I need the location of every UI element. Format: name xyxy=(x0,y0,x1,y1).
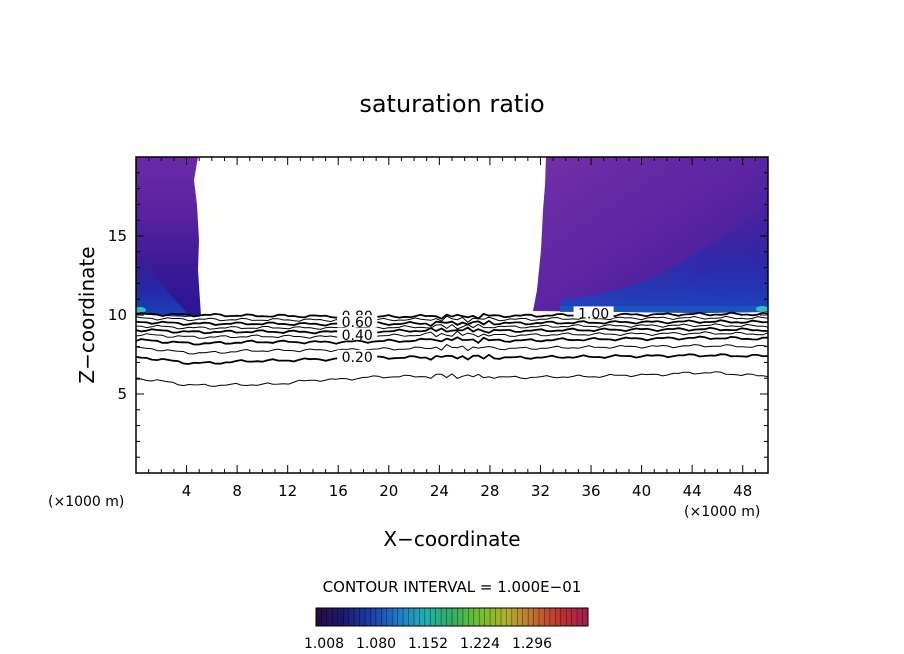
x-tick-label: 28 xyxy=(480,482,499,500)
contour-line xyxy=(136,315,768,323)
x-tick-label: 40 xyxy=(632,482,651,500)
colorbar-tick-label: 1.080 xyxy=(356,636,396,652)
x-tick-label: 48 xyxy=(733,482,752,500)
contour-label-bg xyxy=(337,349,378,362)
contour-line xyxy=(136,319,768,328)
x-tick-label: 36 xyxy=(581,482,600,500)
y-tick-label: 15 xyxy=(108,227,127,245)
colorbar-tick-label: 1.296 xyxy=(512,636,552,652)
colorbar-tick-label: 1.224 xyxy=(460,636,500,652)
contour-line xyxy=(136,323,768,330)
colorbar: 1.008 1.080 1.152 1.224 1.296 xyxy=(304,607,589,652)
contour-line xyxy=(136,330,768,339)
x-unit-left: (×1000 m) xyxy=(48,494,124,510)
contour-label: 1.00 xyxy=(578,306,609,322)
x-tick-label: 20 xyxy=(379,482,398,500)
x-tick-label: 16 xyxy=(329,482,348,500)
contour-line xyxy=(136,335,768,346)
contour-line xyxy=(136,353,768,365)
y-axis-label: Z−coordinate xyxy=(75,246,99,383)
colorbar-tick-label: 1.152 xyxy=(408,636,448,652)
contour-line xyxy=(136,326,768,335)
contour-labels: 0.800.600.400.201.00 xyxy=(337,306,614,366)
colorbar-labels: 1.008 1.080 1.152 1.224 1.296 xyxy=(304,636,552,652)
contour-label-bg xyxy=(337,327,378,340)
saturation-field xyxy=(136,157,768,317)
x-tick-label: 32 xyxy=(531,482,550,500)
x-unit-right: (×1000 m) xyxy=(684,504,760,520)
x-tick-label: 4 xyxy=(182,482,192,500)
colorbar-segments xyxy=(321,608,583,626)
contour-line xyxy=(136,311,768,320)
right-bottom-blue-strip xyxy=(560,306,768,312)
contour-line xyxy=(136,343,768,355)
contour-interval-note: CONTOUR INTERVAL = 1.000E−01 xyxy=(323,578,582,596)
contour-label-bg xyxy=(573,306,614,319)
y-tick-label: 5 xyxy=(117,385,127,403)
right-cloud-base-band xyxy=(560,200,768,312)
contour-label: 0.20 xyxy=(342,350,373,366)
x-axis-label: X−coordinate xyxy=(383,527,520,551)
left-edge-highlight xyxy=(136,307,146,313)
contour-label: 0.40 xyxy=(342,328,373,344)
chart-title: saturation ratio xyxy=(359,90,544,118)
left-cloud-base-band xyxy=(136,250,190,316)
contour-line xyxy=(136,371,768,387)
contour-label-bg xyxy=(337,315,378,328)
right-edge-highlight xyxy=(756,306,768,312)
x-tick-label: 24 xyxy=(430,482,449,500)
colorbar-tick-label: 1.008 xyxy=(304,636,344,652)
contour-label: 0.60 xyxy=(342,315,373,331)
y-tick-label: 10 xyxy=(108,306,127,324)
x-tick-label: 12 xyxy=(278,482,297,500)
x-tick-label: 44 xyxy=(683,482,702,500)
x-tick-label: 8 xyxy=(232,482,242,500)
contour-lines xyxy=(136,311,768,387)
